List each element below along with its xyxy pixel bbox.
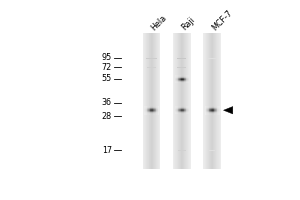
Text: 55: 55 (102, 74, 112, 83)
Bar (209, 33, 210, 169)
Bar (146, 33, 147, 169)
Bar (186, 33, 187, 169)
Bar (154, 33, 155, 169)
Bar (177, 58, 186, 59)
Bar (157, 33, 158, 169)
Bar (179, 33, 180, 169)
Bar (178, 33, 179, 169)
Bar (212, 33, 213, 169)
Bar (156, 33, 157, 169)
Bar (158, 33, 159, 169)
Bar (209, 150, 215, 151)
Text: 17: 17 (102, 146, 112, 155)
Bar (174, 33, 175, 169)
Bar (182, 33, 183, 169)
Bar (214, 33, 215, 169)
Text: MCF-7: MCF-7 (210, 8, 234, 32)
Bar (206, 33, 207, 169)
Bar (173, 33, 174, 169)
Bar (213, 33, 214, 169)
Bar (178, 150, 186, 151)
Bar (155, 33, 156, 169)
Bar (147, 67, 156, 68)
Bar (207, 33, 208, 169)
Bar (180, 33, 181, 169)
Bar (176, 33, 177, 169)
Bar (151, 33, 152, 169)
Bar (187, 33, 188, 169)
Bar (185, 33, 186, 169)
Bar (211, 33, 212, 169)
Bar (152, 33, 153, 169)
Bar (217, 33, 218, 169)
Bar (145, 33, 146, 169)
Bar (220, 33, 221, 169)
Bar (147, 33, 148, 169)
Bar (159, 33, 160, 169)
Bar (177, 33, 178, 169)
Text: 28: 28 (102, 112, 112, 121)
Bar (215, 33, 216, 169)
Bar (183, 33, 184, 169)
Bar (146, 58, 157, 59)
Bar (210, 33, 211, 169)
Bar (203, 33, 204, 169)
Bar (208, 33, 209, 169)
Text: 72: 72 (102, 63, 112, 72)
Bar (204, 33, 205, 169)
Bar (218, 33, 219, 169)
Bar (177, 67, 186, 68)
Bar (219, 33, 220, 169)
Bar (181, 33, 182, 169)
Text: Raji: Raji (180, 16, 197, 32)
Text: 36: 36 (102, 98, 112, 107)
Bar (143, 33, 144, 169)
Bar (184, 33, 185, 169)
Text: Hela: Hela (150, 13, 169, 32)
Bar (153, 33, 154, 169)
Bar (188, 33, 189, 169)
Bar (205, 33, 206, 169)
Bar (149, 33, 150, 169)
Bar (175, 33, 176, 169)
Bar (150, 33, 151, 169)
Bar (216, 33, 217, 169)
Bar (148, 33, 149, 169)
Text: 95: 95 (102, 53, 112, 62)
Polygon shape (224, 107, 233, 114)
Bar (144, 33, 145, 169)
Bar (189, 33, 190, 169)
Bar (208, 58, 216, 59)
